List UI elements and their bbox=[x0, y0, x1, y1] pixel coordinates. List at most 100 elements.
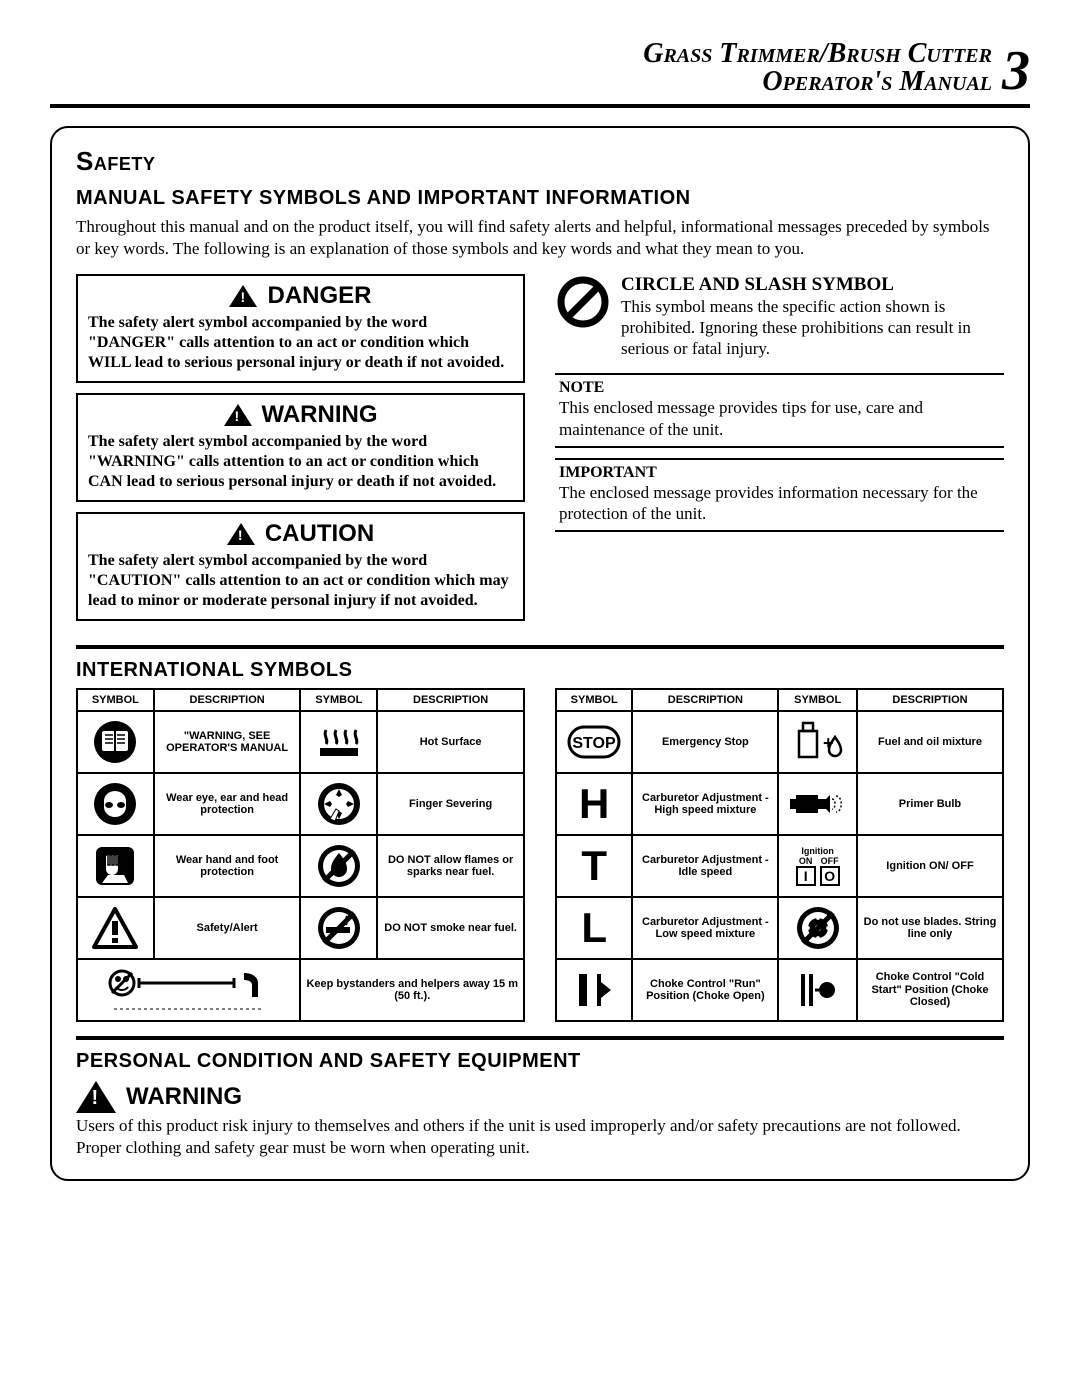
th-symbol: SYMBOL bbox=[77, 689, 154, 712]
svg-text:STOP: STOP bbox=[573, 735, 617, 752]
caution-box: ! CAUTION The safety alert symbol accomp… bbox=[76, 512, 525, 621]
safety-intro: Throughout this manual and on the produc… bbox=[76, 216, 1004, 260]
ignition-on: ON I bbox=[796, 856, 816, 886]
symbol-table-right: SYMBOL DESCRIPTION SYMBOL DESCRIPTION ST… bbox=[555, 688, 1004, 1023]
page-header: Grass Trimmer/Brush Cutter Operator's Ma… bbox=[50, 40, 1030, 96]
wear-protection-icon bbox=[77, 773, 154, 835]
desc: Hot Surface bbox=[377, 711, 524, 773]
fuel-oil-icon: + bbox=[778, 711, 857, 773]
hot-surface-icon bbox=[300, 711, 377, 773]
bottom-warning-head: ! WARNING bbox=[76, 1081, 1004, 1113]
letter-t-icon: T bbox=[556, 835, 632, 897]
pcse-heading: PERSONAL CONDITION AND SAFETY EQUIPMENT bbox=[76, 1050, 1004, 1073]
desc: Primer Bulb bbox=[857, 773, 1003, 835]
note-text: This enclosed message provides tips for … bbox=[559, 397, 1000, 440]
caution-head: ! CAUTION bbox=[88, 520, 513, 548]
table-row: STOP Emergency Stop + Fuel and oil mixtu… bbox=[556, 711, 1003, 773]
intl-heading: INTERNATIONAL SYMBOLS bbox=[76, 659, 1004, 682]
letter-l-icon: L bbox=[556, 897, 632, 959]
safety-alert-icon bbox=[77, 897, 154, 959]
th-desc: DESCRIPTION bbox=[857, 689, 1003, 712]
table-row: L Carburetor Adjustment - Low speed mixt… bbox=[556, 897, 1003, 959]
desc: Safety/Alert bbox=[154, 897, 301, 959]
choke-closed-icon bbox=[778, 959, 857, 1021]
choke-open-icon bbox=[556, 959, 632, 1021]
th-desc: DESCRIPTION bbox=[632, 689, 778, 712]
desc: Carburetor Adjustment - Idle speed bbox=[632, 835, 778, 897]
alert-right-col: CIRCLE AND SLASH SYMBOL This symbol mean… bbox=[555, 274, 1004, 631]
primer-bulb-icon bbox=[778, 773, 857, 835]
content-frame: Safety MANUAL SAFETY SYMBOLS AND IMPORTA… bbox=[50, 126, 1030, 1181]
note-box: NOTE This enclosed message provides tips… bbox=[555, 373, 1004, 448]
header-title-block: Grass Trimmer/Brush Cutter Operator's Ma… bbox=[643, 40, 992, 96]
caution-text: The safety alert symbol accompanied by t… bbox=[88, 551, 513, 611]
table-row: Safety/Alert DO NOT smoke near fuel. bbox=[77, 897, 524, 959]
stop-icon: STOP bbox=[556, 711, 632, 773]
no-flames-icon bbox=[300, 835, 377, 897]
desc: Do not use blades. String line only bbox=[857, 897, 1003, 959]
ignition-label: Ignition bbox=[783, 846, 852, 856]
warning-head: ! WARNING bbox=[88, 401, 513, 429]
circle-slash-body: CIRCLE AND SLASH SYMBOL This symbol mean… bbox=[621, 274, 1004, 360]
table-row: H Carburetor Adjustment - High speed mix… bbox=[556, 773, 1003, 835]
alert-triangle-icon: ! bbox=[227, 523, 255, 545]
ignition-off: OFF O bbox=[820, 856, 840, 886]
desc: Emergency Stop bbox=[632, 711, 778, 773]
desc: DO NOT allow flames or sparks near fuel. bbox=[377, 835, 524, 897]
important-box: IMPORTANT The enclosed message provides … bbox=[555, 458, 1004, 533]
safety-subheading: MANUAL SAFETY SYMBOLS AND IMPORTANT INFO… bbox=[76, 187, 1004, 210]
header-line1: Grass Trimmer/Brush Cutter bbox=[643, 40, 992, 68]
circle-slash-icon bbox=[555, 274, 611, 360]
symbol-table-left: SYMBOL DESCRIPTION SYMBOL DESCRIPTION "W… bbox=[76, 688, 525, 1023]
no-smoke-icon bbox=[300, 897, 377, 959]
header-rule bbox=[50, 104, 1030, 108]
no-blades-icon bbox=[778, 897, 857, 959]
warning-text: The safety alert symbol accompanied by t… bbox=[88, 432, 513, 492]
keep-away-icon bbox=[77, 959, 300, 1021]
danger-title: DANGER bbox=[267, 282, 371, 310]
important-text: The enclosed message provides informatio… bbox=[559, 482, 1000, 525]
section-divider bbox=[76, 1036, 1004, 1040]
bottom-warning-text: Users of this product risk injury to the… bbox=[76, 1115, 1004, 1159]
desc: Fuel and oil mixture bbox=[857, 711, 1003, 773]
alert-triangle-icon: ! bbox=[229, 285, 257, 307]
page-number: 3 bbox=[1002, 46, 1030, 96]
read-manual-icon bbox=[77, 711, 154, 773]
th-symbol: SYMBOL bbox=[778, 689, 857, 712]
th-symbol: SYMBOL bbox=[300, 689, 377, 712]
bottom-warning-block: ! WARNING Users of this product risk inj… bbox=[76, 1081, 1004, 1159]
alert-left-col: ! DANGER The safety alert symbol accompa… bbox=[76, 274, 525, 631]
bottom-warning-title: WARNING bbox=[126, 1083, 242, 1111]
desc: Keep bystanders and helpers away 15 m (5… bbox=[300, 959, 524, 1021]
table-row: T Carburetor Adjustment - Idle speed Ign… bbox=[556, 835, 1003, 897]
finger-severing-icon bbox=[300, 773, 377, 835]
safety-heading: Safety bbox=[76, 146, 1004, 177]
warning-box: ! WARNING The safety alert symbol accomp… bbox=[76, 393, 525, 502]
desc: Choke Control "Run" Position (Choke Open… bbox=[632, 959, 778, 1021]
table-row: Choke Control "Run" Position (Choke Open… bbox=[556, 959, 1003, 1021]
section-divider bbox=[76, 645, 1004, 649]
desc: Choke Control "Cold Start" Position (Cho… bbox=[857, 959, 1003, 1021]
hand-foot-protection-icon bbox=[77, 835, 154, 897]
caution-title: CAUTION bbox=[265, 520, 374, 548]
th-symbol: SYMBOL bbox=[556, 689, 632, 712]
note-label: NOTE bbox=[559, 379, 1000, 397]
letter-h-icon: H bbox=[556, 773, 632, 835]
circle-slash-text: This symbol means the specific action sh… bbox=[621, 296, 1004, 360]
desc: Wear eye, ear and head protection bbox=[154, 773, 301, 835]
danger-text: The safety alert symbol accompanied by t… bbox=[88, 313, 513, 373]
table-row: "WARNING, SEE OPERATOR'S MANUAL Hot Surf… bbox=[77, 711, 524, 773]
desc: Carburetor Adjustment - High speed mixtu… bbox=[632, 773, 778, 835]
desc: Carburetor Adjustment - Low speed mixtur… bbox=[632, 897, 778, 959]
table-row: Wear eye, ear and head protection Finger… bbox=[77, 773, 524, 835]
alert-triangle-icon: ! bbox=[224, 404, 252, 426]
circle-slash-block: CIRCLE AND SLASH SYMBOL This symbol mean… bbox=[555, 274, 1004, 360]
danger-head: ! DANGER bbox=[88, 282, 513, 310]
desc: "WARNING, SEE OPERATOR'S MANUAL bbox=[154, 711, 301, 773]
desc: DO NOT smoke near fuel. bbox=[377, 897, 524, 959]
desc: Ignition ON/ OFF bbox=[857, 835, 1003, 897]
danger-box: ! DANGER The safety alert symbol accompa… bbox=[76, 274, 525, 383]
desc: Wear hand and foot protection bbox=[154, 835, 301, 897]
header-line2: Operator's Manual bbox=[643, 68, 992, 96]
ignition-switch-icon: Ignition ON I OFF O bbox=[778, 835, 857, 897]
